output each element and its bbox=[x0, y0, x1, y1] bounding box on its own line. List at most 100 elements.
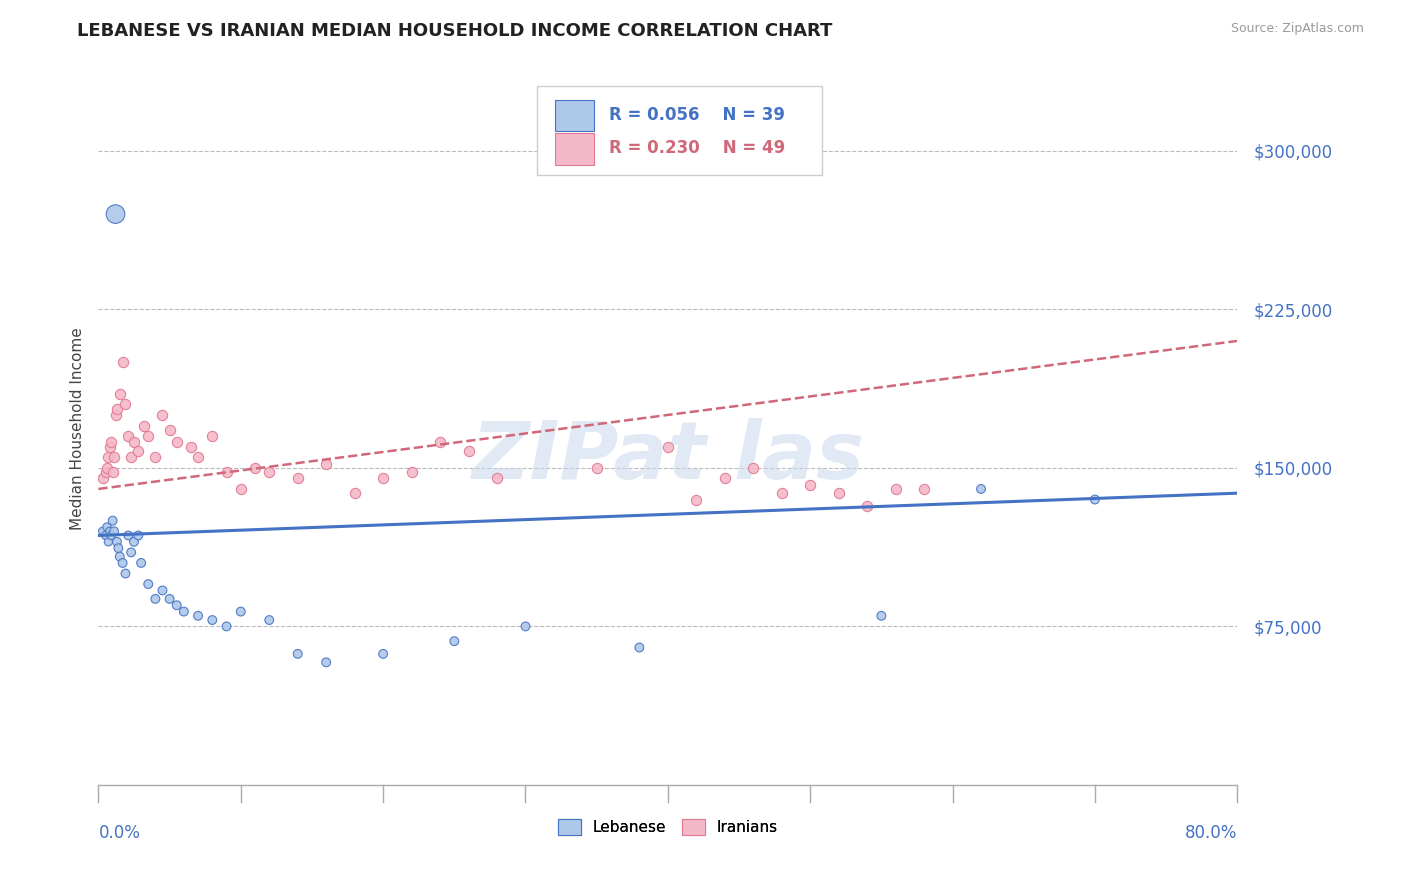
Point bbox=[173, 605, 195, 619]
Point bbox=[215, 619, 238, 633]
Point bbox=[114, 397, 136, 411]
Point bbox=[136, 429, 159, 443]
Point bbox=[100, 435, 122, 450]
Point bbox=[104, 408, 127, 422]
Point bbox=[152, 408, 174, 422]
Point bbox=[145, 591, 167, 606]
Text: R = 0.230    N = 49: R = 0.230 N = 49 bbox=[609, 139, 785, 157]
Point bbox=[105, 401, 128, 416]
Point bbox=[371, 471, 394, 485]
Point bbox=[94, 528, 117, 542]
Point bbox=[628, 640, 651, 655]
Text: 0.0%: 0.0% bbox=[98, 824, 141, 842]
Point bbox=[371, 647, 394, 661]
Point bbox=[714, 471, 737, 485]
Point bbox=[100, 528, 122, 542]
Point bbox=[111, 355, 134, 369]
Point bbox=[108, 549, 131, 564]
Point bbox=[120, 450, 142, 465]
FancyBboxPatch shape bbox=[555, 134, 593, 165]
Point bbox=[132, 418, 155, 433]
Point bbox=[259, 613, 281, 627]
Y-axis label: Median Household Income: Median Household Income bbox=[69, 326, 84, 530]
Point bbox=[259, 465, 281, 479]
Point bbox=[201, 613, 224, 627]
Point bbox=[884, 482, 907, 496]
Point bbox=[117, 528, 139, 542]
Legend: Lebanese, Iranians: Lebanese, Iranians bbox=[551, 814, 785, 841]
Point bbox=[94, 465, 117, 479]
Point bbox=[486, 471, 509, 485]
Point bbox=[856, 499, 879, 513]
Point bbox=[243, 460, 266, 475]
Point bbox=[145, 450, 167, 465]
Point bbox=[91, 471, 114, 485]
Point bbox=[970, 482, 993, 496]
Point bbox=[159, 591, 181, 606]
Point bbox=[515, 619, 537, 633]
FancyBboxPatch shape bbox=[555, 100, 593, 131]
Point bbox=[187, 450, 209, 465]
Point bbox=[111, 556, 134, 570]
Point bbox=[91, 524, 114, 539]
Point bbox=[98, 524, 121, 539]
Text: Source: ZipAtlas.com: Source: ZipAtlas.com bbox=[1230, 22, 1364, 36]
Point bbox=[97, 450, 120, 465]
Point bbox=[103, 450, 125, 465]
Point bbox=[585, 460, 607, 475]
Point bbox=[799, 477, 821, 491]
Point bbox=[287, 471, 309, 485]
Point bbox=[287, 647, 309, 661]
Point bbox=[166, 435, 188, 450]
Point bbox=[215, 465, 238, 479]
FancyBboxPatch shape bbox=[537, 86, 821, 175]
Point bbox=[187, 608, 209, 623]
Point bbox=[457, 443, 479, 458]
Point bbox=[127, 528, 149, 542]
Point bbox=[103, 524, 125, 539]
Point bbox=[443, 634, 465, 648]
Point bbox=[107, 541, 129, 556]
Point bbox=[742, 460, 765, 475]
Point bbox=[127, 443, 149, 458]
Point bbox=[98, 440, 121, 454]
Point bbox=[101, 514, 124, 528]
Point bbox=[657, 440, 679, 454]
Point bbox=[96, 520, 118, 534]
Point bbox=[136, 577, 159, 591]
Point bbox=[870, 608, 893, 623]
Point bbox=[101, 465, 124, 479]
Point bbox=[315, 656, 337, 670]
Point bbox=[429, 435, 451, 450]
Point bbox=[1084, 492, 1107, 507]
Text: LEBANESE VS IRANIAN MEDIAN HOUSEHOLD INCOME CORRELATION CHART: LEBANESE VS IRANIAN MEDIAN HOUSEHOLD INC… bbox=[77, 22, 832, 40]
Point bbox=[120, 545, 142, 559]
Point bbox=[770, 486, 793, 500]
Point bbox=[229, 605, 252, 619]
Point bbox=[159, 423, 181, 437]
Text: 80.0%: 80.0% bbox=[1185, 824, 1237, 842]
Point bbox=[122, 435, 145, 450]
Point bbox=[180, 440, 202, 454]
Point bbox=[166, 599, 188, 613]
Point bbox=[401, 465, 423, 479]
Point bbox=[685, 492, 707, 507]
Point bbox=[828, 486, 851, 500]
Point bbox=[912, 482, 935, 496]
Point bbox=[315, 457, 337, 471]
Point bbox=[117, 429, 139, 443]
Point bbox=[97, 534, 120, 549]
Point bbox=[108, 386, 131, 401]
Point bbox=[229, 482, 252, 496]
Point bbox=[343, 486, 366, 500]
Point bbox=[104, 207, 127, 221]
Point bbox=[122, 534, 145, 549]
Point bbox=[201, 429, 224, 443]
Point bbox=[105, 534, 128, 549]
Point bbox=[129, 556, 152, 570]
Text: R = 0.056    N = 39: R = 0.056 N = 39 bbox=[609, 106, 785, 124]
Point bbox=[96, 460, 118, 475]
Text: ZIPat las: ZIPat las bbox=[471, 417, 865, 496]
Point bbox=[114, 566, 136, 581]
Point bbox=[152, 583, 174, 598]
